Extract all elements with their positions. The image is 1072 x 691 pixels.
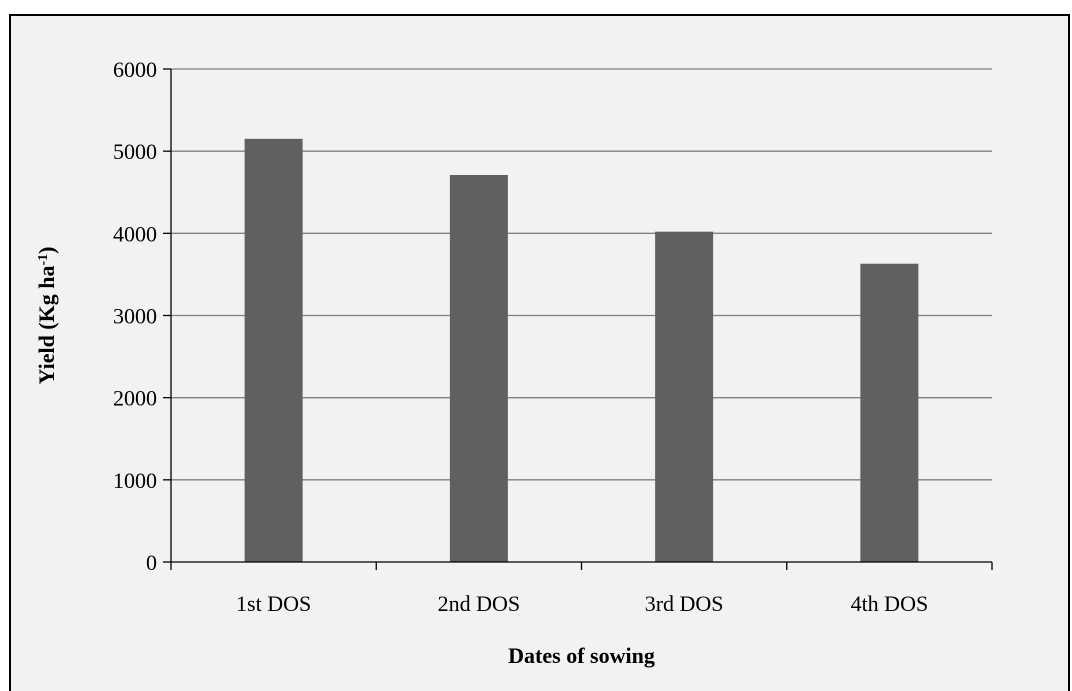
bar-2 xyxy=(449,174,508,562)
y-tick-label-6000: 6000 xyxy=(113,57,157,82)
bar-1 xyxy=(244,138,303,562)
y-tick-label-2000: 2000 xyxy=(113,386,157,411)
y-tick-label-5000: 5000 xyxy=(113,139,157,164)
gridlines xyxy=(171,68,992,481)
y-tick-label-1000: 1000 xyxy=(113,468,157,493)
y-axis-title-close: ) xyxy=(34,247,59,254)
y-tick-label-0: 0 xyxy=(146,550,157,575)
y-axis-title-base: Yield (Kg ha xyxy=(34,266,59,385)
bar-4 xyxy=(860,263,919,562)
x-tick-label-2: 2nd DOS xyxy=(438,591,521,616)
axes xyxy=(163,68,993,570)
y-axis-title: Yield (Kg ha-1) xyxy=(34,247,59,385)
y-tick-label-4000: 4000 xyxy=(113,221,157,246)
x-tick-label-3: 3rd DOS xyxy=(645,591,724,616)
x-tick-labels: 1st DOS 2nd DOS 3rd DOS 4th DOS xyxy=(236,591,928,616)
x-tick-label-1: 1st DOS xyxy=(236,591,311,616)
bars xyxy=(244,138,919,562)
y-tick-labels: 0 1000 2000 3000 4000 5000 6000 xyxy=(113,57,157,575)
y-axis-title-superscript: -1 xyxy=(36,254,51,266)
bar-3 xyxy=(655,231,714,562)
y-tick-label-3000: 3000 xyxy=(113,304,157,329)
x-axis-title: Dates of sowing xyxy=(508,643,655,668)
x-tick-label-4: 4th DOS xyxy=(851,591,929,616)
